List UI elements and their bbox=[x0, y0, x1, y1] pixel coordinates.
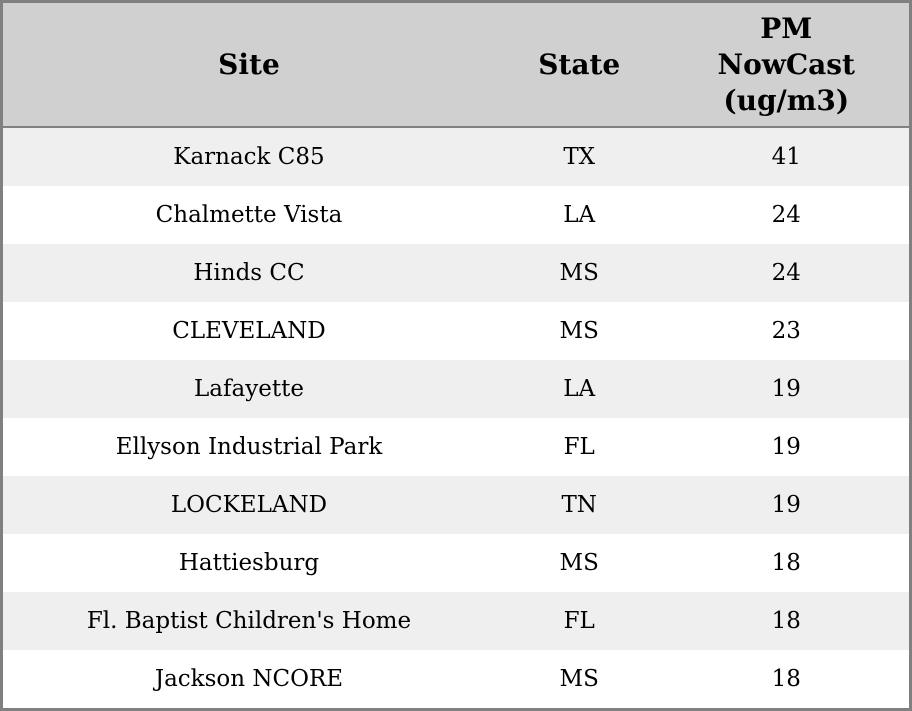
pm-nowcast-table: Site State PM NowCast (ug/m3) Karnack C8… bbox=[3, 3, 909, 708]
site-column-label: Site bbox=[218, 47, 280, 81]
state-cell: MS bbox=[559, 318, 599, 344]
pm-nowcast-column-header: PM NowCast (ug/m3) bbox=[663, 3, 909, 128]
table-row: Karnack C85 TX 41 bbox=[3, 127, 909, 186]
pm-nowcast-cell: 23 bbox=[771, 318, 801, 344]
table-row: Fl. Baptist Children's Home FL 18 bbox=[3, 592, 909, 650]
table-body: Karnack C85 TX 41 Chalmette Vista LA 24 Hinds … bbox=[3, 127, 909, 708]
state-cell: MS bbox=[559, 260, 599, 286]
pm-nowcast-column-label: PM NowCast (ug/m3) bbox=[717, 11, 855, 117]
state-cell: FL bbox=[563, 608, 595, 634]
site-cell: Fl. Baptist Children's Home bbox=[86, 608, 412, 634]
site-column-header: Site bbox=[3, 3, 495, 128]
table-header: Site State PM NowCast (ug/m3) bbox=[3, 3, 909, 128]
pm-nowcast-cell: 24 bbox=[771, 260, 801, 286]
table-row: Chalmette Vista LA 24 bbox=[3, 186, 909, 244]
site-cell: CLEVELAND bbox=[172, 318, 326, 344]
state-column-header: State bbox=[494, 3, 664, 128]
table-row: Hinds CC MS 24 bbox=[3, 244, 909, 302]
header-row: Site State PM NowCast (ug/m3) bbox=[3, 3, 909, 128]
pm-nowcast-cell: 18 bbox=[771, 550, 801, 576]
pm-nowcast-cell: 18 bbox=[771, 666, 801, 692]
state-cell: LA bbox=[563, 202, 596, 228]
state-column-label: State bbox=[538, 47, 621, 81]
site-cell: Lafayette bbox=[194, 376, 304, 402]
site-cell: Jackson NCORE bbox=[154, 666, 344, 692]
state-cell: TX bbox=[563, 144, 596, 170]
site-cell: Hattiesburg bbox=[178, 550, 320, 576]
table-row: LOCKELAND TN 19 bbox=[3, 476, 909, 534]
table-row: Lafayette LA 19 bbox=[3, 360, 909, 418]
table-row: Ellyson Industrial Park FL 19 bbox=[3, 418, 909, 476]
table-row: Hattiesburg MS 18 bbox=[3, 534, 909, 592]
site-cell: Hinds CC bbox=[193, 260, 305, 286]
site-cell: Karnack C85 bbox=[173, 144, 325, 170]
pm-nowcast-cell: 19 bbox=[771, 434, 801, 460]
state-cell: FL bbox=[563, 434, 595, 460]
state-cell: MS bbox=[559, 550, 599, 576]
site-cell: LOCKELAND bbox=[170, 492, 328, 518]
table-row: CLEVELAND MS 23 bbox=[3, 302, 909, 360]
state-cell: TN bbox=[561, 492, 597, 518]
state-cell: MS bbox=[559, 666, 599, 692]
table-row: Jackson NCORE MS 18 bbox=[3, 650, 909, 708]
pm-nowcast-cell: 19 bbox=[771, 376, 801, 402]
pm-nowcast-cell: 18 bbox=[771, 608, 801, 634]
pm-nowcast-cell: 19 bbox=[771, 492, 801, 518]
pm-nowcast-cell: 24 bbox=[771, 202, 801, 228]
pm-nowcast-cell: 41 bbox=[771, 144, 801, 170]
site-cell: Chalmette Vista bbox=[155, 202, 343, 228]
state-cell: LA bbox=[563, 376, 596, 402]
site-cell: Ellyson Industrial Park bbox=[115, 434, 383, 460]
